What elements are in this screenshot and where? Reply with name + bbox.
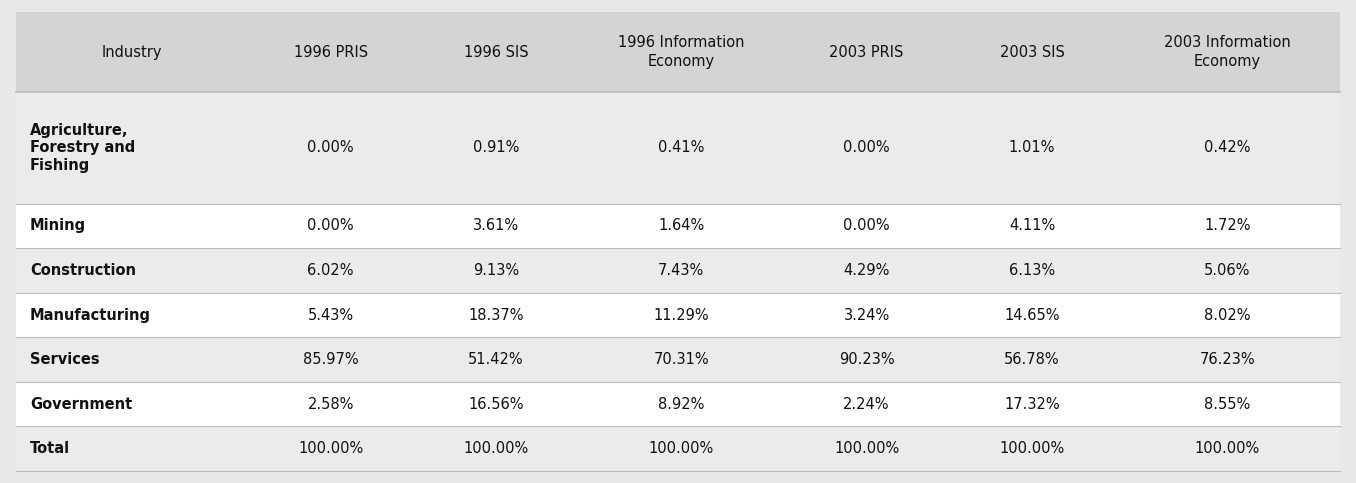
Text: Mining: Mining xyxy=(30,218,85,233)
Text: 6.02%: 6.02% xyxy=(308,263,354,278)
Text: 14.65%: 14.65% xyxy=(1005,308,1060,323)
Text: 100.00%: 100.00% xyxy=(464,441,529,456)
Text: 1996 PRIS: 1996 PRIS xyxy=(293,44,367,60)
Text: 1.72%: 1.72% xyxy=(1204,218,1250,233)
Text: 8.55%: 8.55% xyxy=(1204,397,1250,412)
Text: 90.23%: 90.23% xyxy=(839,352,895,367)
Text: 0.00%: 0.00% xyxy=(843,218,890,233)
Text: 3.24%: 3.24% xyxy=(843,308,890,323)
Text: 3.61%: 3.61% xyxy=(473,218,519,233)
Text: 85.97%: 85.97% xyxy=(302,352,358,367)
Text: 0.91%: 0.91% xyxy=(473,141,519,156)
Text: 1.01%: 1.01% xyxy=(1009,141,1055,156)
Text: 2003 Information
Economy: 2003 Information Economy xyxy=(1163,35,1291,69)
Text: 2.58%: 2.58% xyxy=(308,397,354,412)
Text: 16.56%: 16.56% xyxy=(468,397,523,412)
Text: 8.92%: 8.92% xyxy=(658,397,705,412)
Text: Agriculture,
Forestry and
Fishing: Agriculture, Forestry and Fishing xyxy=(30,123,136,173)
Text: 0.00%: 0.00% xyxy=(308,218,354,233)
Text: 4.29%: 4.29% xyxy=(843,263,890,278)
Text: Construction: Construction xyxy=(30,263,136,278)
Text: 1996 Information
Economy: 1996 Information Economy xyxy=(618,35,744,69)
Text: 0.41%: 0.41% xyxy=(658,141,705,156)
Text: 100.00%: 100.00% xyxy=(648,441,713,456)
Text: 2.24%: 2.24% xyxy=(843,397,890,412)
Text: 0.42%: 0.42% xyxy=(1204,141,1250,156)
Text: 4.11%: 4.11% xyxy=(1009,218,1055,233)
Text: 56.78%: 56.78% xyxy=(1005,352,1060,367)
Text: 8.02%: 8.02% xyxy=(1204,308,1250,323)
Text: Services: Services xyxy=(30,352,99,367)
Text: 76.23%: 76.23% xyxy=(1200,352,1256,367)
Text: 70.31%: 70.31% xyxy=(654,352,709,367)
Text: 5.43%: 5.43% xyxy=(308,308,354,323)
Text: 1.64%: 1.64% xyxy=(658,218,704,233)
Text: Manufacturing: Manufacturing xyxy=(30,308,151,323)
Text: 17.32%: 17.32% xyxy=(1005,397,1060,412)
Text: Total: Total xyxy=(30,441,71,456)
Text: Industry: Industry xyxy=(102,44,163,60)
Text: 51.42%: 51.42% xyxy=(468,352,523,367)
Text: 2003 SIS: 2003 SIS xyxy=(999,44,1064,60)
Text: 0.00%: 0.00% xyxy=(843,141,890,156)
Text: 100.00%: 100.00% xyxy=(1195,441,1260,456)
Text: 2003 PRIS: 2003 PRIS xyxy=(830,44,904,60)
Text: Government: Government xyxy=(30,397,132,412)
Text: 100.00%: 100.00% xyxy=(999,441,1064,456)
Text: 1996 SIS: 1996 SIS xyxy=(464,44,529,60)
Text: 6.13%: 6.13% xyxy=(1009,263,1055,278)
Text: 100.00%: 100.00% xyxy=(834,441,899,456)
Text: 9.13%: 9.13% xyxy=(473,263,519,278)
Text: 100.00%: 100.00% xyxy=(298,441,363,456)
Text: 5.06%: 5.06% xyxy=(1204,263,1250,278)
Text: 11.29%: 11.29% xyxy=(654,308,709,323)
Text: 0.00%: 0.00% xyxy=(308,141,354,156)
Text: 18.37%: 18.37% xyxy=(468,308,523,323)
Text: 7.43%: 7.43% xyxy=(658,263,704,278)
